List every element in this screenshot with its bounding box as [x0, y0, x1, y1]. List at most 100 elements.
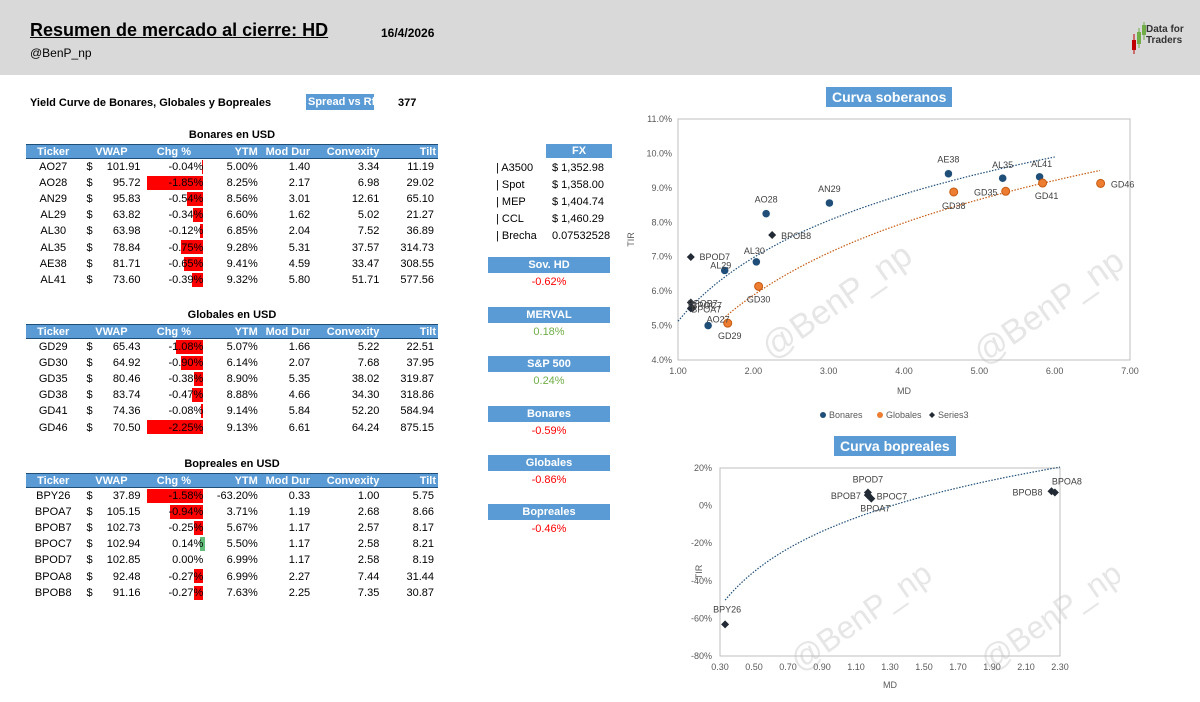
table-row[interactable]: GD41 $74.36 -0.08% 9.14% 5.84 52.20 584.94: [26, 403, 438, 419]
table-row[interactable]: GD38 $83.74 -0.47% 8.88% 4.66 34.30 318.86: [26, 387, 438, 403]
change-cell: -1.58%: [142, 488, 205, 504]
change-value: -0.04%: [168, 160, 204, 173]
summary-label: MERVAL: [488, 307, 610, 323]
globales-trendline: [722, 169, 1101, 320]
table-header-row: Ticker VWAP Chg % YTM Mod Dur Convexity Tilt: [26, 473, 438, 488]
change-cell: -0.27%: [142, 585, 205, 601]
header-bar: [0, 0, 1200, 75]
change-cell: -0.38%: [142, 371, 205, 387]
mod-dur-cell: 4.59: [288, 257, 311, 270]
ticker-cell: BPOC7: [34, 538, 72, 551]
table-row[interactable]: BPOD7 $102.85 0.00% 6.99% 1.17 2.58 8.19: [26, 552, 438, 568]
tilt-cell: 31.44: [406, 570, 434, 583]
ticker-cell: BPY26: [36, 489, 71, 502]
convexity-cell: 7.44: [357, 570, 380, 583]
column-header[interactable]: Convexity: [312, 473, 382, 488]
table-row[interactable]: BPOA7 $105.15 -0.94% 3.71% 1.19 2.68 8.66: [26, 504, 438, 520]
column-header[interactable]: YTM: [205, 144, 260, 159]
globales-title: Globales en USD: [187, 309, 277, 321]
column-header[interactable]: Mod Dur: [259, 324, 313, 339]
column-header[interactable]: YTM: [205, 324, 260, 339]
ytm-cell: 6.99%: [226, 570, 258, 583]
column-header[interactable]: Chg %: [142, 144, 206, 159]
ticker-cell: AN29: [39, 192, 67, 205]
table-row[interactable]: BPY26 $37.89 -1.58% -63.20% 0.33 1.00 5.75: [26, 488, 438, 504]
fx-label: | Brecha: [496, 230, 537, 242]
change-value: -0.12%: [168, 225, 204, 238]
legend-label: Bonares: [829, 410, 863, 420]
summary-label: S&P 500: [488, 356, 610, 372]
table-row[interactable]: BPOB8 $91.16 -0.27% 7.63% 2.25 7.35 30.87: [26, 585, 438, 601]
column-header[interactable]: Chg %: [142, 324, 206, 339]
change-cell: -1.85%: [142, 175, 205, 191]
column-header[interactable]: Chg %: [142, 473, 206, 488]
vwap-cell: 91.16: [112, 586, 141, 599]
point-label: BPOB8: [781, 231, 811, 241]
column-header[interactable]: Ticker: [26, 324, 81, 339]
globales-point: [1038, 178, 1048, 188]
mod-dur-cell: 0.33: [288, 489, 311, 502]
table-row[interactable]: AL29 $63.82 -0.34% 6.60% 1.62 5.02 21.27: [26, 207, 438, 223]
mod-dur-cell: 4.66: [288, 389, 311, 402]
table-row[interactable]: AN29 $95.83 -0.54% 8.56% 3.01 12.61 65.10: [26, 191, 438, 207]
column-header[interactable]: Tilt: [381, 324, 438, 339]
column-header[interactable]: Ticker: [26, 473, 81, 488]
ytm-cell: 9.14%: [226, 405, 258, 418]
column-header[interactable]: Tilt: [381, 144, 438, 159]
column-header[interactable]: VWAP: [80, 473, 143, 488]
change-cell: -0.90%: [142, 355, 205, 371]
column-header[interactable]: Convexity: [312, 144, 382, 159]
ticker-cell: GD35: [38, 372, 68, 385]
legend-marker: [820, 412, 826, 418]
bopreales-point: [1047, 487, 1056, 496]
table-row[interactable]: AL30 $63.98 -0.12% 6.85% 2.04 7.52 36.89: [26, 223, 438, 239]
column-header[interactable]: Ticker: [26, 144, 81, 159]
table-row[interactable]: AL41 $73.60 -0.39% 9.32% 5.80 51.71 577.56: [26, 272, 438, 288]
table-row[interactable]: GD30 $64.92 -0.90% 6.14% 2.07 7.68 37.95: [26, 355, 438, 371]
x-tick-label: 0.50: [745, 662, 763, 672]
vwap-cell: 73.60: [112, 273, 141, 286]
y-tick-label: 6.0%: [651, 286, 672, 296]
mod-dur-cell: 1.40: [288, 160, 311, 173]
globales-point: [723, 318, 733, 328]
summary-label: Sov. HD: [488, 257, 610, 273]
table-row[interactable]: AL35 $78.84 -0.75% 9.28% 5.31 37.57 314.73: [26, 239, 438, 255]
tilt-cell: 36.89: [406, 225, 434, 238]
column-header[interactable]: VWAP: [80, 324, 143, 339]
point-label: AE38: [937, 155, 959, 165]
tilt-cell: 30.87: [406, 586, 434, 599]
table-row[interactable]: BPOB7 $102.73 -0.25% 5.67% 1.17 2.57 8.17: [26, 520, 438, 536]
change-bar: [180, 355, 204, 370]
table-row[interactable]: BPOA8 $92.48 -0.27% 6.99% 2.27 7.44 31.44: [26, 568, 438, 584]
currency-cell: $: [86, 570, 93, 583]
table-header-row: Ticker VWAP Chg % YTM Mod Dur Convexity Tilt: [26, 144, 438, 159]
tilt-cell: 8.66: [412, 505, 434, 518]
table-row[interactable]: GD35 $80.46 -0.38% 8.90% 5.35 38.02 319.87: [26, 371, 438, 387]
ticker-cell: GD29: [38, 340, 68, 353]
y-tick-label: -40%: [691, 576, 712, 586]
table-row[interactable]: GD29 $65.43 -1.08% 5.07% 1.66 5.22 22.51: [26, 339, 438, 355]
currency-cell: $: [86, 389, 93, 402]
vwap-cell: 70.50: [112, 421, 141, 434]
table-row[interactable]: AO28 $95.72 -1.85% 8.25% 2.17 6.98 29.02: [26, 175, 438, 191]
column-header[interactable]: Tilt: [381, 473, 438, 488]
x-tick-label: 0.90: [813, 662, 831, 672]
table-row[interactable]: BPOC7 $102.94 0.14% 5.50% 1.17 2.58 8.21: [26, 536, 438, 552]
table-row[interactable]: AO27 $101.91 -0.04% 5.00% 1.40 3.34 11.19: [26, 159, 438, 175]
table-row[interactable]: GD46 $70.50 -2.25% 9.13% 6.61 64.24 875.15: [26, 419, 438, 435]
ytm-cell: -63.20%: [216, 489, 258, 502]
bonares-point: [944, 169, 953, 178]
ytm-cell: 5.67%: [226, 521, 258, 534]
change-bar: [200, 537, 206, 552]
column-header[interactable]: VWAP: [80, 144, 143, 159]
fx-row: | CCL $ 1,460.29: [494, 213, 614, 229]
tilt-cell: 29.02: [406, 176, 434, 189]
column-header[interactable]: Convexity: [312, 324, 382, 339]
column-header[interactable]: Mod Dur: [259, 144, 313, 159]
column-header[interactable]: Mod Dur: [259, 473, 313, 488]
tilt-cell: 21.27: [406, 209, 434, 222]
x-tick-label: 5.00: [971, 366, 989, 376]
column-header[interactable]: YTM: [205, 473, 260, 488]
table-row[interactable]: AE38 $81.71 -0.65% 9.41% 4.59 33.47 308.55: [26, 256, 438, 272]
currency-cell: $: [86, 209, 93, 222]
